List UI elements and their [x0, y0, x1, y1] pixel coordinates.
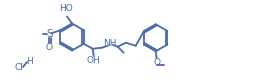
- Text: O: O: [46, 43, 53, 52]
- Text: H: H: [26, 57, 32, 65]
- Text: O: O: [153, 58, 160, 67]
- Text: HO: HO: [59, 3, 73, 13]
- Text: OH: OH: [87, 56, 101, 65]
- Text: NH: NH: [103, 39, 117, 48]
- Text: Cl: Cl: [15, 62, 23, 71]
- Text: S: S: [46, 29, 53, 39]
